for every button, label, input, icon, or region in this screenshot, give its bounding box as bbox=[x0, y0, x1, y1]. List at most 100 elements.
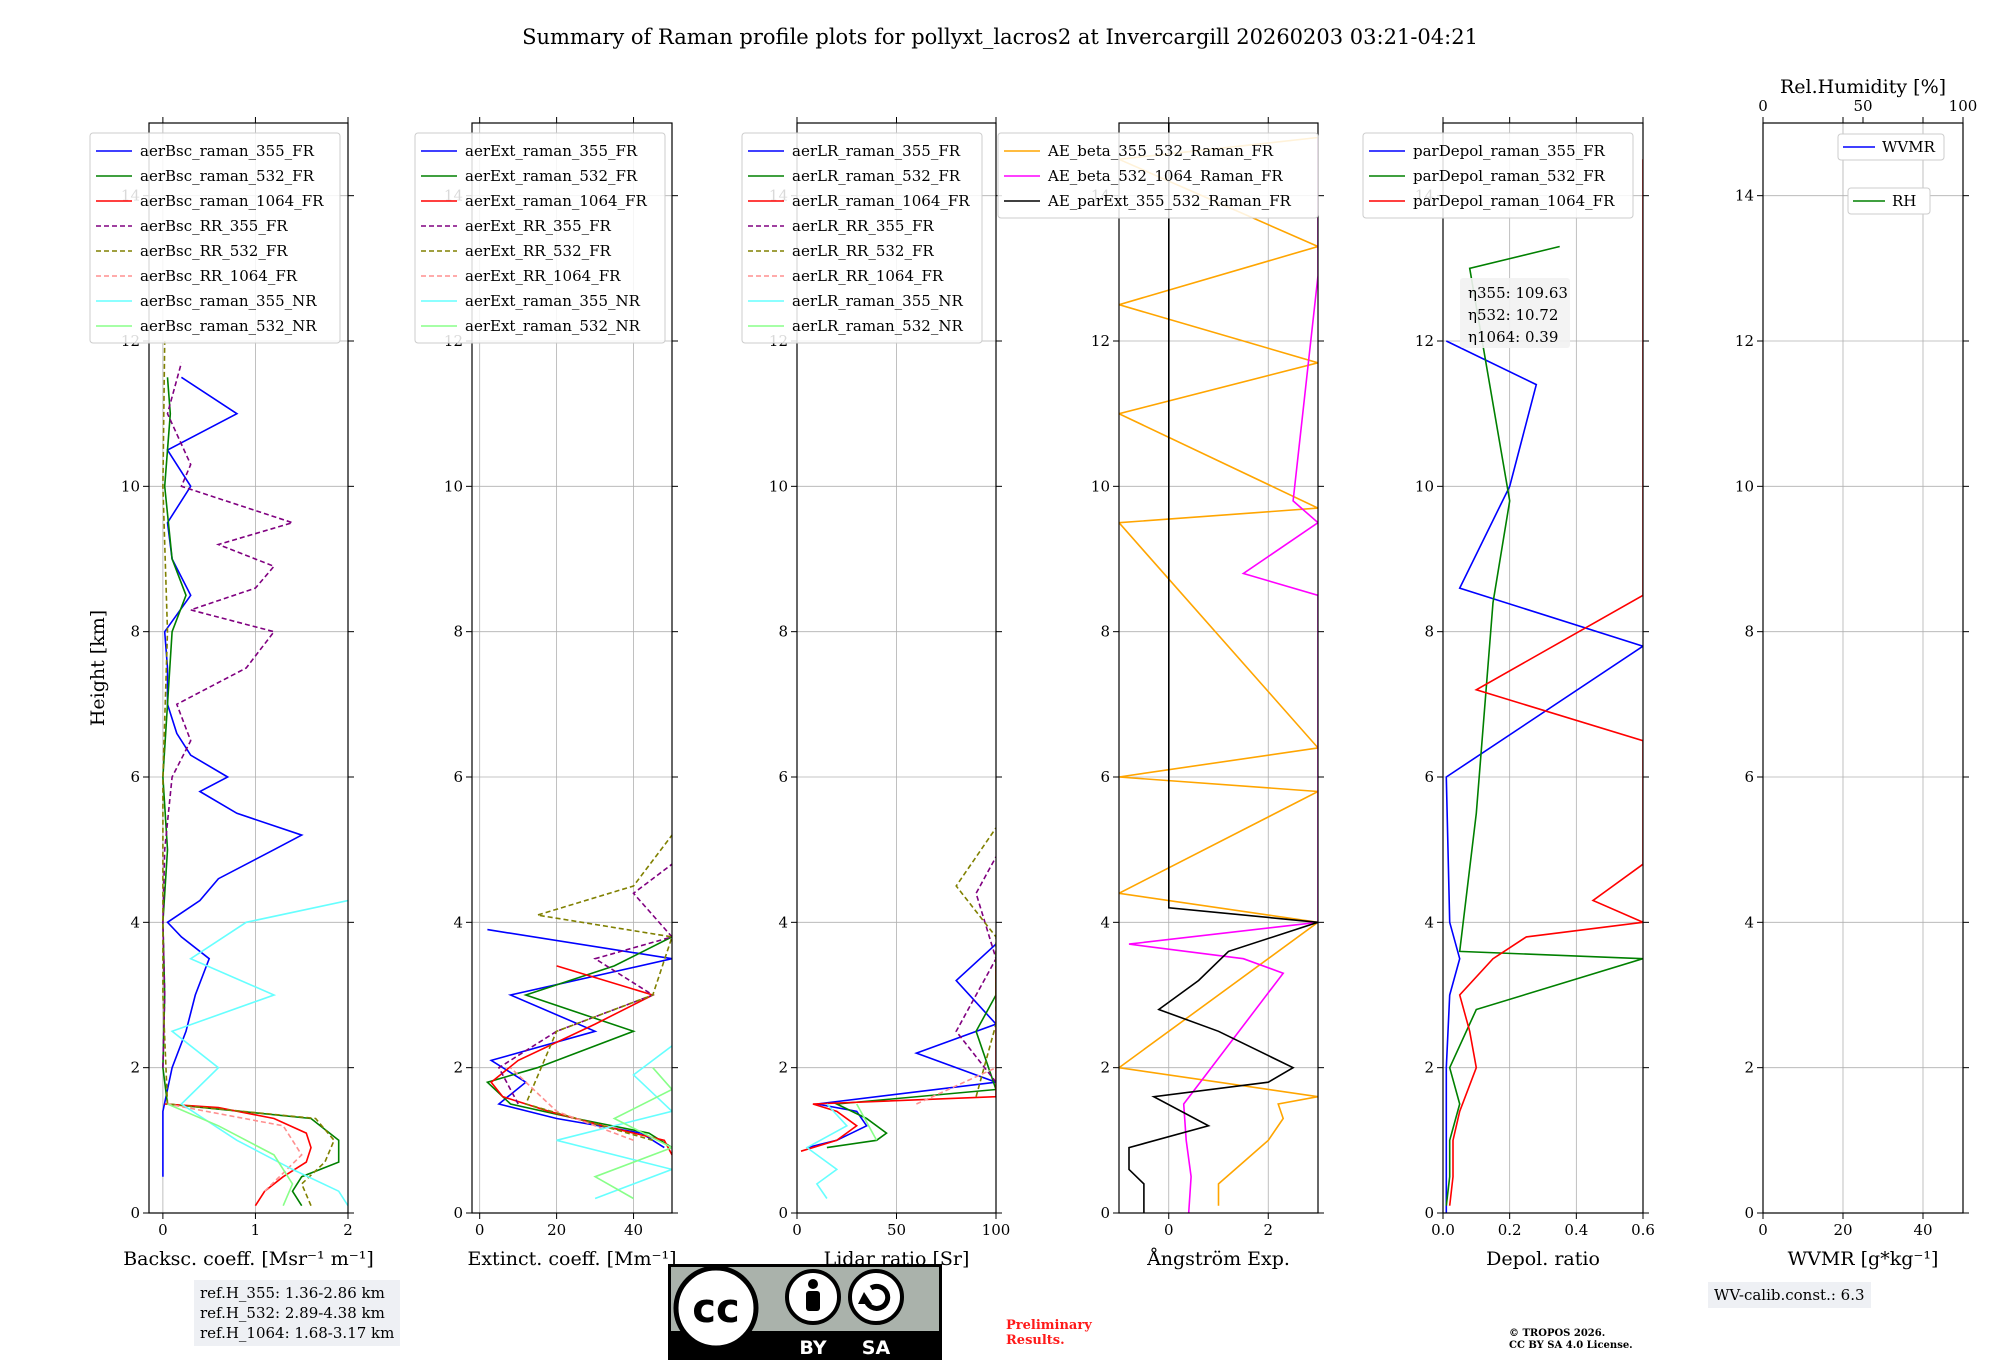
y-axis-label: Height [km] bbox=[87, 610, 109, 726]
x-tick-label: 0 bbox=[1164, 1221, 1174, 1239]
series-line-parDepol_raman_532_FR bbox=[1445, 245, 1643, 1206]
legend-label: aerLR_RR_532_FR bbox=[792, 242, 934, 260]
series-line-aerLR_raman_532_NR bbox=[855, 1103, 878, 1141]
legend-label: aerBsc_RR_355_FR bbox=[140, 217, 288, 235]
series-line-parDepol_raman_1064_FR bbox=[1448, 159, 1643, 1206]
y-tick-label: 4 bbox=[1424, 913, 1434, 931]
y-tick-label: 6 bbox=[1424, 768, 1434, 786]
x-tick-label: 0.4 bbox=[1564, 1221, 1588, 1239]
y-tick-label: 12 bbox=[1091, 332, 1110, 350]
x-tick-label: 0 bbox=[1758, 1221, 1768, 1239]
legend-frame bbox=[741, 132, 983, 344]
panel-extinction: 0204002468101214Extinct. coeff. [Mm⁻¹]ae… bbox=[414, 117, 678, 1270]
y-tick-label: 8 bbox=[1424, 623, 1434, 641]
y-tick-label: 14 bbox=[1735, 187, 1754, 205]
x-axis-label: Backsc. coeff. [Msr⁻¹ m⁻¹] bbox=[123, 1248, 374, 1270]
legend-label: aerLR_raman_1064_FR bbox=[792, 192, 970, 210]
legend-RH: RH bbox=[1847, 187, 1931, 215]
y-tick-label: 2 bbox=[1744, 1059, 1754, 1077]
y-tick-label: 4 bbox=[778, 913, 788, 931]
x-tick-label: 40 bbox=[1913, 1221, 1932, 1239]
legend-label: aerBsc_raman_532_NR bbox=[140, 317, 317, 335]
legend: parDepol_raman_355_FR parDepol_raman_532_… bbox=[1362, 132, 1634, 219]
legend-label: aerExt_raman_355_FR bbox=[465, 142, 638, 160]
share-alike-arrow-icon bbox=[858, 1292, 872, 1304]
cc-by-sa-logo: cc BY SA bbox=[668, 1264, 942, 1360]
x-tick-label: 2 bbox=[343, 1221, 353, 1239]
axes-frame bbox=[1762, 122, 1964, 1214]
legend: AE_beta_355_532_Raman_FR AE_beta_532_1064… bbox=[997, 132, 1319, 219]
y-tick-label: 0 bbox=[453, 1204, 463, 1222]
eta-annotation: η532: 10.72 bbox=[1468, 306, 1558, 324]
axes-frame bbox=[1442, 122, 1644, 1214]
x-axis-label: Ångström Exp. bbox=[1146, 1248, 1290, 1270]
series-line-aerBsc_raman_532_NR bbox=[167, 1103, 294, 1207]
wv-calibration-box: WV-calib.const.: 6.3 bbox=[1708, 1282, 1871, 1308]
eta-annotation: η1064: 0.39 bbox=[1468, 328, 1558, 346]
person-body-icon bbox=[806, 1291, 820, 1311]
ref-height-355: ref.H_355: 1.36-2.86 km bbox=[200, 1284, 385, 1302]
y-tick-label: 10 bbox=[444, 477, 463, 495]
cc-sa-label: SA bbox=[862, 1337, 891, 1359]
legend-frame bbox=[414, 132, 666, 344]
copyright-line-2: CC BY SA 4.0 License. bbox=[1509, 1340, 1633, 1351]
cc-letters: cc bbox=[692, 1286, 739, 1332]
y-tick-label: 8 bbox=[1744, 623, 1754, 641]
legend-label: aerBsc_raman_355_FR bbox=[140, 142, 315, 160]
legend-label: aerLR_raman_355_FR bbox=[792, 142, 961, 160]
legend: aerExt_raman_355_FR aerExt_raman_532_FRae… bbox=[414, 132, 666, 344]
legend-label: aerBsc_RR_1064_FR bbox=[140, 267, 298, 285]
series-line-AE_beta_532_1064_Raman_FR bbox=[1128, 137, 1318, 1213]
x-tick-label: 20 bbox=[547, 1221, 566, 1239]
cc-by-label: BY bbox=[799, 1337, 826, 1359]
y-tick-label: 2 bbox=[130, 1059, 140, 1077]
panel-water_vapor: 0 20 40 0 2 4 6 8 10 12 14 WVMR [g*kg⁻¹] 0 50 100Rel.H… bbox=[1735, 76, 1977, 1270]
panel-depolarization: 0.00.20.40.602468101214Depol. ratioparDe… bbox=[1362, 117, 1655, 1270]
x-tick-label: 0 bbox=[158, 1221, 168, 1239]
series-line-parDepol_raman_355_FR bbox=[1445, 340, 1643, 1213]
y-tick-label: 6 bbox=[130, 768, 140, 786]
series-line-aerBsc_RR_1064_FR bbox=[167, 1103, 303, 1192]
series-group bbox=[1119, 123, 1318, 1213]
eta-annotation-box: η355: 109.63 η532: 10.72 η1064: 0.39 bbox=[1460, 278, 1570, 348]
x-tick-label: 40 bbox=[624, 1221, 643, 1239]
y-tick-label: 2 bbox=[1424, 1059, 1434, 1077]
legend-label: aerBsc_raman_355_NR bbox=[140, 292, 317, 310]
series-line-AE_beta_355_532_Raman_FR bbox=[1119, 136, 1318, 1206]
y-tick-label: 2 bbox=[778, 1059, 788, 1077]
reference-heights-box: ref.H_355: 1.36-2.86 km ref.H_532: 2.89-… bbox=[194, 1280, 401, 1346]
share-alike-icon bbox=[848, 1269, 904, 1325]
series-line-aerExt_RR_1064_FR bbox=[509, 1067, 634, 1142]
y-tick-label: 6 bbox=[1100, 768, 1110, 786]
legend-label: AE_parExt_355_532_Raman_FR bbox=[1047, 192, 1292, 210]
series-group bbox=[800, 827, 996, 1199]
x-axis-label: Depol. ratio bbox=[1486, 1248, 1600, 1270]
x-tick-label: 0 bbox=[475, 1221, 485, 1239]
legend-label: aerLR_raman_532_FR bbox=[792, 167, 961, 185]
ref-height-1064: ref.H_1064: 1.68-3.17 km bbox=[200, 1324, 395, 1342]
legend-label: aerBsc_raman_532_FR bbox=[140, 167, 315, 185]
series-line-aerBsc_RR_532_FR bbox=[162, 340, 336, 1207]
legend-label: aerBsc_raman_1064_FR bbox=[140, 192, 324, 210]
share-alike-arc-icon bbox=[863, 1283, 891, 1311]
x-tick-label: 0.2 bbox=[1498, 1221, 1522, 1239]
y-tick-label: 8 bbox=[130, 623, 140, 641]
legend-frame bbox=[1847, 187, 1931, 215]
legend-label: aerExt_raman_532_FR bbox=[465, 167, 638, 185]
series-line-aerExt_raman_355_NR bbox=[556, 1045, 672, 1200]
legend-label: parDepol_raman_532_FR bbox=[1413, 167, 1606, 185]
y-tick-label: 10 bbox=[1415, 477, 1434, 495]
y-tick-label: 4 bbox=[130, 913, 140, 931]
legend-label: aerLR_RR_355_FR bbox=[792, 217, 934, 235]
legend-label: RH bbox=[1892, 192, 1916, 210]
y-tick-label: 4 bbox=[453, 913, 463, 931]
legend-label: WVMR bbox=[1882, 138, 1936, 156]
y-tick-label: 2 bbox=[1100, 1059, 1110, 1077]
series-line-aerExt_raman_532_NR bbox=[593, 1067, 672, 1200]
series-line-aerExt_raman_355_FR bbox=[487, 928, 672, 1149]
y-tick-label: 0 bbox=[778, 1204, 788, 1222]
x-tick-label: 2 bbox=[1263, 1221, 1273, 1239]
x-tick-label: 100 bbox=[982, 1221, 1011, 1239]
axes-frame bbox=[148, 122, 349, 1214]
